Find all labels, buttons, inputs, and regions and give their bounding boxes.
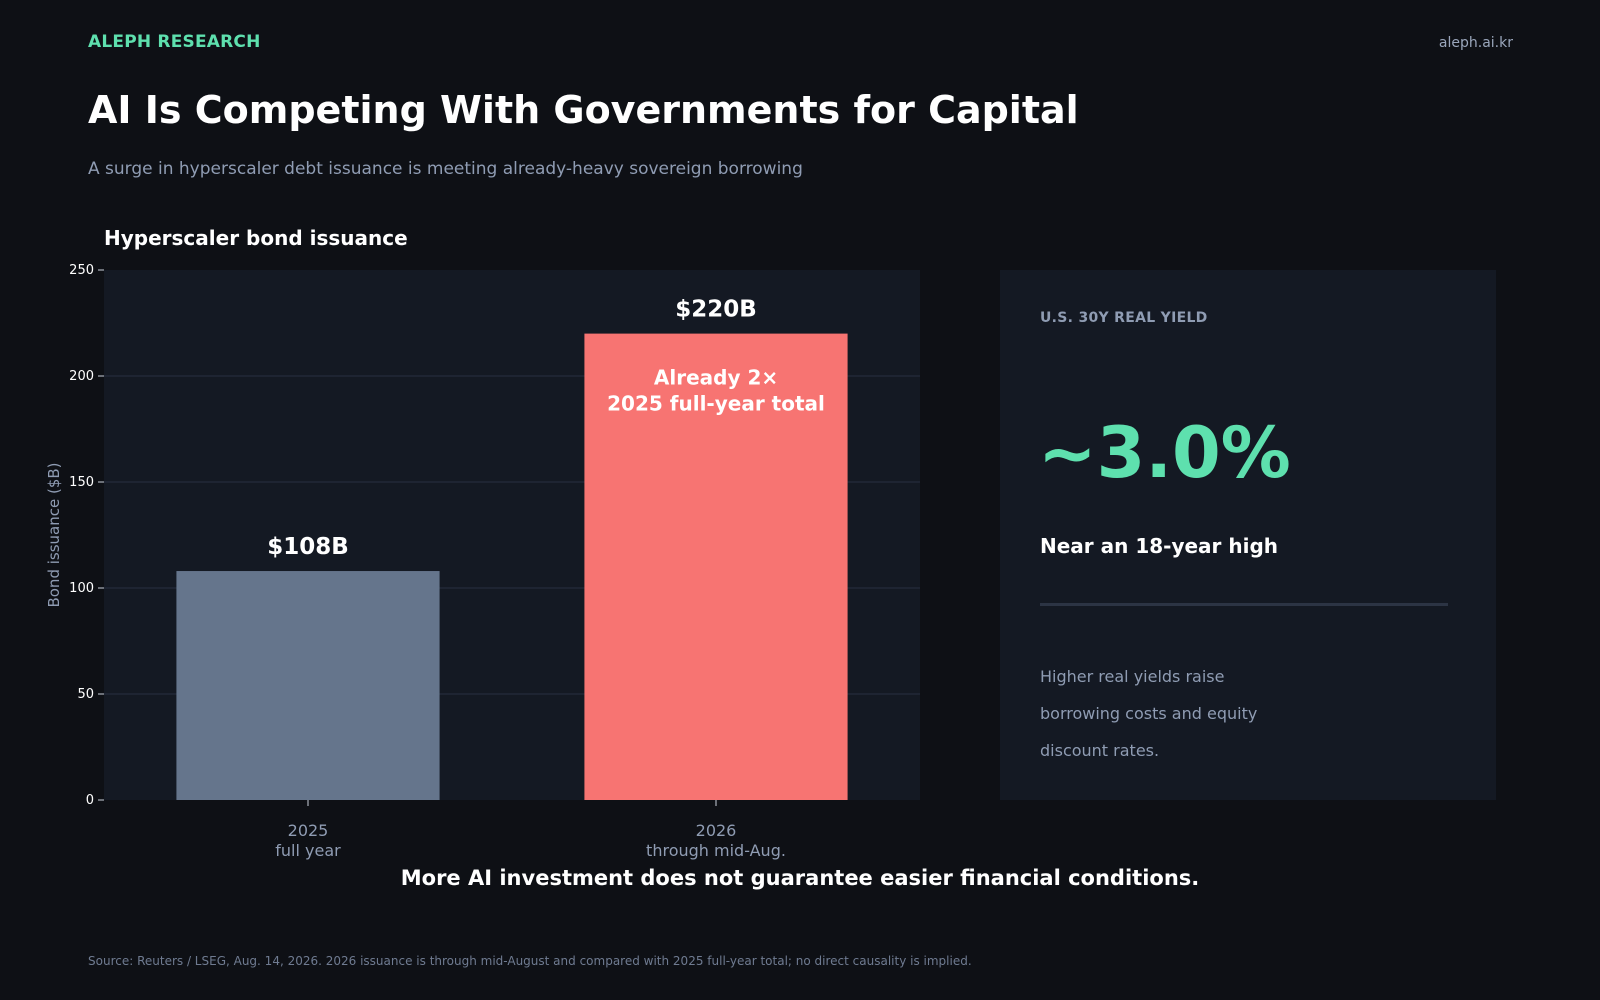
x-tick-label-period: full year bbox=[275, 841, 341, 860]
bar-annotation-line2: 2025 full-year total bbox=[607, 392, 825, 416]
y-tick-label: 100 bbox=[69, 581, 94, 596]
bar-value-label: $108B bbox=[267, 534, 349, 560]
x-tick-label-period: through mid-Aug. bbox=[646, 841, 786, 860]
bar-value-label: $220B bbox=[675, 297, 757, 323]
panel-divider bbox=[1040, 603, 1448, 606]
takeaway-text: More AI investment does not guarantee ea… bbox=[400, 866, 1200, 890]
bar-2025 bbox=[176, 571, 440, 800]
panel-caption: Near an 18-year high bbox=[1040, 534, 1279, 558]
y-tick-label: 200 bbox=[69, 369, 94, 384]
page-title: AI Is Competing With Governments for Cap… bbox=[88, 88, 1079, 132]
page-subtitle: A surge in hyperscaler debt issuance is … bbox=[88, 159, 803, 179]
panel-label: U.S. 30Y REAL YIELD bbox=[1040, 310, 1208, 326]
brand-logo-text: ALEPH RESEARCH bbox=[88, 32, 261, 52]
y-tick-label: 0 bbox=[86, 793, 94, 808]
source-note: Source: Reuters / LSEG, Aug. 14, 2026. 2… bbox=[88, 954, 972, 968]
site-url[interactable]: aleph.ai.kr bbox=[1438, 35, 1513, 51]
bar-2026 bbox=[584, 333, 848, 800]
panel-value: ~3.0% bbox=[1038, 412, 1291, 494]
y-tick-label: 50 bbox=[77, 687, 94, 702]
bar-annotation-line1: Already 2× bbox=[654, 366, 778, 390]
y-axis-label: Bond issuance ($B) bbox=[45, 462, 63, 607]
bond-issuance-chart: 0 50 100 150 200 250 Bond issuance ($B) $108B 20… bbox=[45, 263, 920, 860]
chart-title: Hyperscaler bond issuance bbox=[104, 226, 408, 250]
real-yield-panel: U.S. 30Y REAL YIELD ~3.0% Near an 18-yea… bbox=[1000, 270, 1496, 800]
panel-note: Higher real yields raise borrowing costs… bbox=[1040, 667, 1258, 760]
y-tick-label: 250 bbox=[69, 263, 94, 278]
x-tick-label-year: 2025 bbox=[288, 821, 329, 840]
x-tick-label-year: 2026 bbox=[696, 821, 737, 840]
y-tick-label: 150 bbox=[69, 475, 94, 490]
